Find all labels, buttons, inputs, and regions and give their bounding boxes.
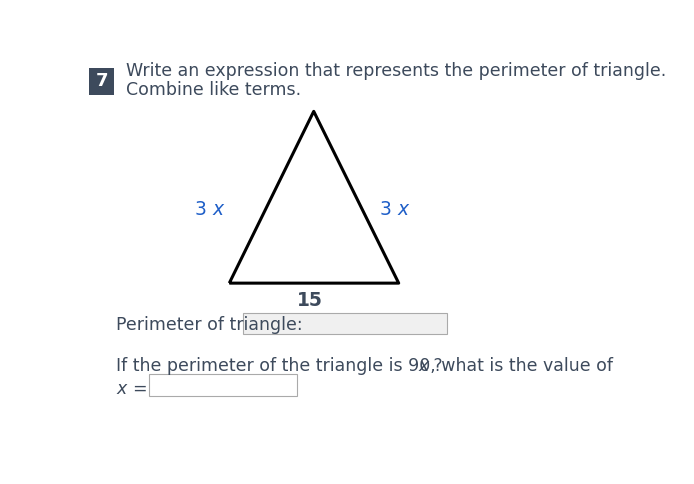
Text: 3: 3 — [380, 199, 391, 218]
Text: $x$: $x$ — [397, 199, 411, 218]
Text: ?: ? — [428, 357, 443, 375]
FancyBboxPatch shape — [149, 375, 296, 396]
Text: Combine like terms.: Combine like terms. — [126, 81, 301, 99]
Text: If the perimeter of the triangle is 90, what is the value of: If the perimeter of the triangle is 90, … — [117, 357, 619, 375]
Text: 3: 3 — [194, 199, 206, 218]
FancyBboxPatch shape — [243, 313, 447, 334]
Text: $x$: $x$ — [212, 199, 226, 218]
Text: $x$: $x$ — [418, 357, 431, 375]
FancyBboxPatch shape — [90, 69, 115, 96]
Text: 15: 15 — [297, 291, 323, 310]
Text: Perimeter of triangle:: Perimeter of triangle: — [117, 316, 303, 333]
Text: Write an expression that represents the perimeter of triangle.: Write an expression that represents the … — [126, 62, 666, 80]
Text: $x$ =: $x$ = — [117, 379, 147, 397]
Text: 7: 7 — [96, 72, 108, 90]
